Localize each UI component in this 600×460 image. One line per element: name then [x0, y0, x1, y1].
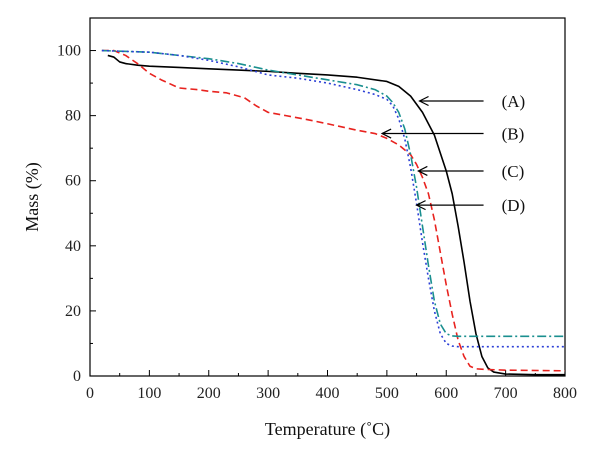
y-tick-label: 20: [65, 303, 81, 320]
annotation-label: (A): [502, 92, 526, 111]
x-tick-label: 300: [256, 385, 280, 402]
annotation-arrowhead: [418, 95, 429, 107]
x-tick-label: 500: [375, 385, 399, 402]
series-line-b: [101, 49, 566, 372]
y-tick-label: 40: [65, 238, 81, 255]
annotation-layer: (A) (B) (C) (D): [380, 92, 526, 215]
x-axis-ticks: 0 100 200 300 400 500 600 700 800: [86, 370, 577, 402]
y-tick-label: 0: [73, 368, 81, 385]
y-tick-label: 100: [57, 43, 81, 60]
annotation-label: (B): [502, 125, 525, 144]
annotation-arrowhead: [415, 200, 426, 211]
annotation-arrowhead: [417, 165, 428, 177]
x-tick-label: 400: [316, 385, 340, 402]
y-axis-ticks: 0 20 40 60 80 100: [57, 17, 96, 385]
x-tick-label: 800: [553, 385, 577, 402]
x-tick-label: 100: [137, 385, 161, 402]
series-line-c: [101, 49, 565, 338]
series-line-a: [107, 54, 565, 376]
x-tick-label: 700: [494, 385, 518, 402]
series-line-d: [101, 49, 565, 348]
series-layer: [101, 49, 566, 376]
y-tick-label: 60: [65, 173, 81, 190]
annotation-label: (D): [502, 196, 526, 215]
x-axis-title: Temperature (˚C): [265, 419, 390, 440]
x-tick-label: 600: [434, 385, 458, 402]
plot-frame: [89, 17, 566, 377]
annotation-arrowhead: [380, 128, 392, 139]
x-tick-label: 0: [86, 385, 94, 402]
y-axis-title: Mass (%): [22, 162, 43, 232]
x-tick-label: 200: [197, 385, 221, 402]
y-tick-label: 80: [65, 108, 81, 125]
annotation-label: (C): [502, 162, 525, 181]
